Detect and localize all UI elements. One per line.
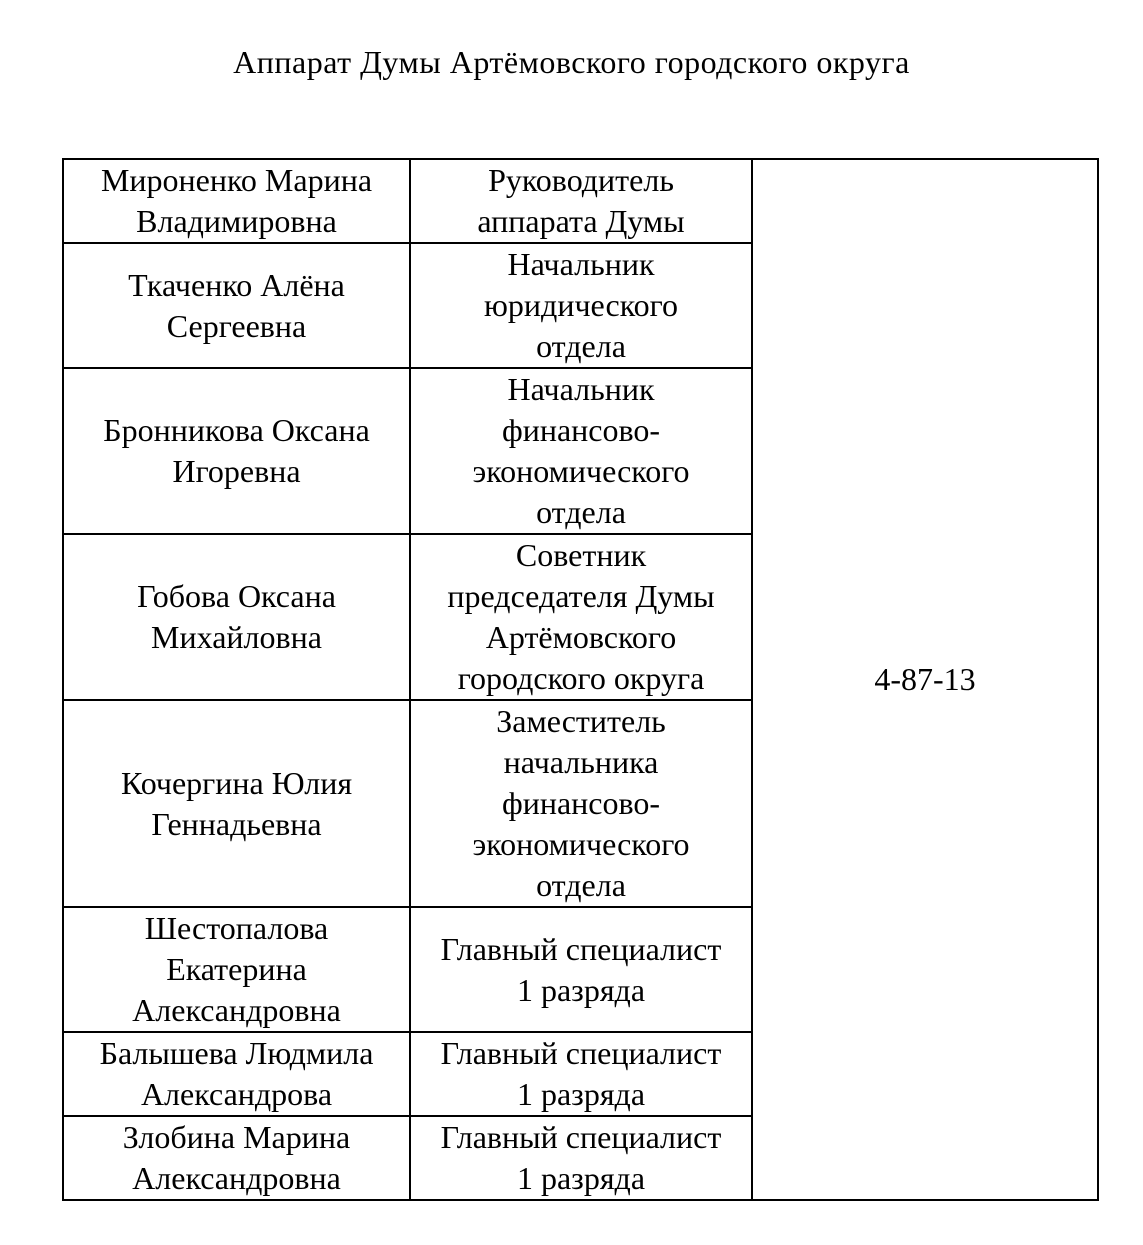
position-cell: Советник председателя Думы Артёмовского … xyxy=(409,533,753,701)
table-row: Бронникова Оксана Игоревна Начальник фин… xyxy=(62,367,1098,535)
table-row: Гобова Оксана Михайловна Советник предсе… xyxy=(62,533,1098,701)
position-cell: Главный специалист 1 разряда xyxy=(409,1115,753,1201)
position-cell: Заместитель начальника финансово- эконом… xyxy=(409,699,753,908)
staff-table: Мироненко Марина Владимировна Руководите… xyxy=(62,158,1099,1201)
employee-name-cell: Шестопалова Екатерина Александровна xyxy=(62,906,411,1033)
position-cell: Главный специалист 1 разряда xyxy=(409,906,753,1033)
table-row: Злобина Марина Александровна Главный спе… xyxy=(62,1115,1098,1201)
table-row: Кочергина Юлия Геннадьевна Заместитель н… xyxy=(62,699,1098,908)
table-row: Ткаченко Алёна Сергеевна Начальник юриди… xyxy=(62,242,1098,369)
phone-cell: 4-87-13 xyxy=(751,158,1099,1201)
employee-name-cell: Ткаченко Алёна Сергеевна xyxy=(62,242,411,369)
employee-name-cell: Бронникова Оксана Игоревна xyxy=(62,367,411,535)
position-cell: Начальник юридического отдела xyxy=(409,242,753,369)
position-cell: Руководитель аппарата Думы xyxy=(409,158,753,244)
position-cell: Главный специалист 1 разряда xyxy=(409,1031,753,1117)
page-title: Аппарат Думы Артёмовского городского окр… xyxy=(233,44,910,80)
employee-name-cell: Кочергина Юлия Геннадьевна xyxy=(62,699,411,908)
table-row: Мироненко Марина Владимировна Руководите… xyxy=(62,158,1099,1201)
position-cell: Начальник финансово- экономического отде… xyxy=(409,367,753,535)
employee-name-cell: Балышева Людмила Александрова xyxy=(62,1031,411,1117)
employee-name-cell: Гобова Оксана Михайловна xyxy=(62,533,411,701)
employee-name-cell: Злобина Марина Александровна xyxy=(62,1115,411,1201)
table-row: Шестопалова Екатерина Александровна Глав… xyxy=(62,906,1098,1033)
employee-name-cell: Мироненко Марина Владимировна xyxy=(62,158,411,244)
table-row: Балышева Людмила Александрова Главный сп… xyxy=(62,1031,1098,1117)
